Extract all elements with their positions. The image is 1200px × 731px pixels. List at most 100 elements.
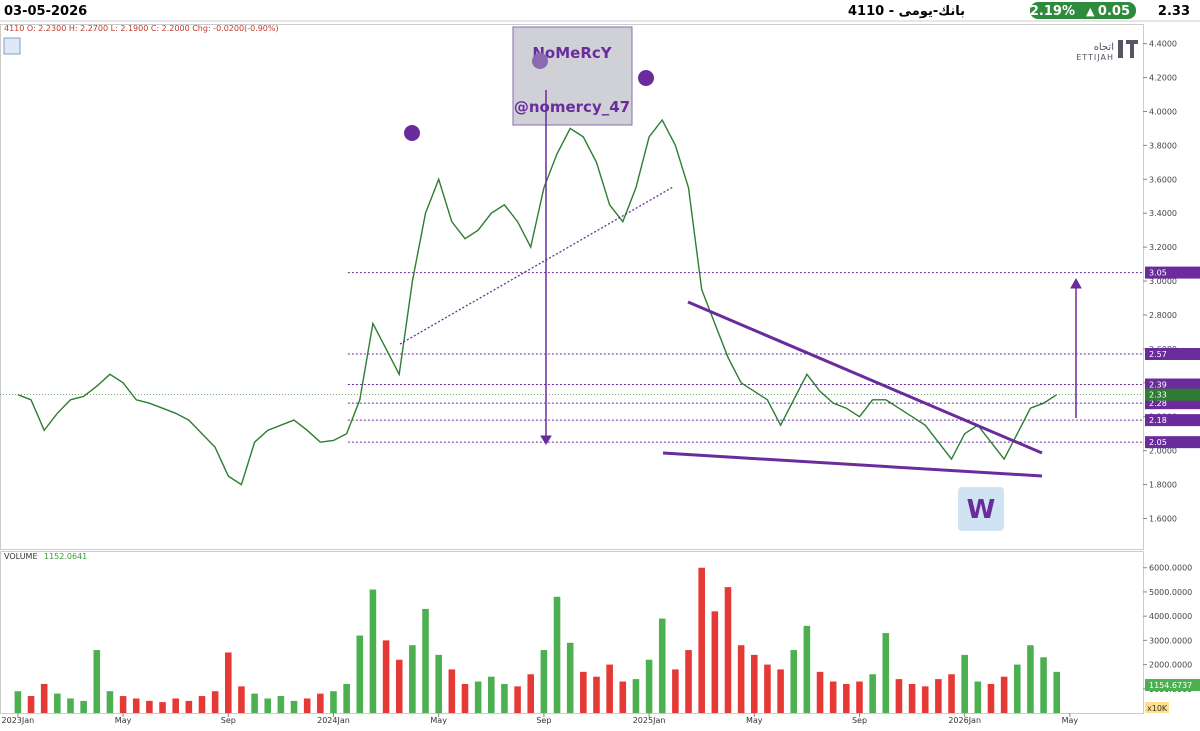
pattern-label: W [967, 495, 996, 525]
volume-bar [198, 696, 206, 713]
volume-bar [1040, 657, 1047, 713]
volume-bar [619, 681, 627, 713]
volume-bar [290, 700, 298, 713]
volume-bar [895, 679, 903, 713]
y-tick-label: 6000.0000 [1149, 564, 1192, 573]
volume-bar [172, 698, 179, 713]
volume-bar [921, 686, 929, 713]
watermark-name: NoMeRcY [532, 44, 612, 62]
price-line [17, 118, 1058, 486]
pattern-box [958, 487, 1004, 531]
up-arrow: ▲ [1086, 5, 1095, 18]
volume-bar [514, 686, 521, 713]
volume-bar [303, 698, 311, 713]
price-panel [0, 24, 1144, 550]
last-price-label: 2.33 [1149, 391, 1167, 400]
volume-bar [935, 679, 942, 713]
drawings [399, 53, 1082, 478]
volume-bar [27, 696, 35, 713]
unit-label: x10K [1147, 704, 1168, 713]
volume-tag [1145, 679, 1200, 692]
x-tick-label: Sep [852, 716, 867, 725]
volume-bar [251, 693, 258, 713]
volume-bar [764, 664, 771, 713]
x-tick-label: May [115, 716, 132, 725]
volume-bar [961, 654, 968, 713]
y-tick-label: 5000.0000 [1149, 588, 1192, 597]
volume-bar [409, 645, 416, 713]
last-price-tag [1145, 388, 1200, 401]
volume-bar [356, 635, 364, 713]
volume-last: 1152.0641 [44, 552, 87, 561]
volume-bar [685, 650, 692, 713]
y-tick-label: 3.6000 [1149, 175, 1177, 184]
volume-bar [238, 686, 245, 713]
volume-bar [803, 625, 811, 713]
volume-bar [698, 567, 705, 713]
y-tick-label: 4.0000 [1149, 107, 1177, 116]
level-label: 3.05 [1149, 269, 1167, 278]
y-tick-label: 4.2000 [1149, 74, 1177, 83]
volume-bar [593, 676, 600, 713]
symbol: بانك-يومى - 4110 [848, 4, 965, 19]
unit-tag [1145, 702, 1169, 713]
volume-bar [856, 681, 863, 713]
volume-bar [461, 683, 469, 713]
y-tick-label: 2.8000 [1149, 311, 1177, 320]
volume-bar [40, 683, 48, 713]
volume-bar [816, 671, 824, 713]
level-label: 2.18 [1149, 416, 1167, 425]
volume-bar [1027, 645, 1034, 713]
level-tag [1145, 266, 1200, 279]
volume-bar [487, 676, 495, 713]
volume-bar [106, 691, 114, 713]
volume-bar [448, 669, 456, 713]
volume-bar [343, 683, 350, 713]
volume-bar [987, 683, 995, 713]
y-tick-label: 1.8000 [1149, 481, 1177, 490]
wedge-top [687, 300, 1043, 455]
date: 03-05-2026 [4, 4, 87, 19]
y-tick-label: 1.6000 [1149, 514, 1177, 523]
x-tick-label: 2025Jan [633, 716, 666, 725]
x-tick-label: May [430, 716, 447, 725]
x-tick-label: Sep [536, 716, 551, 725]
volume-bar [882, 633, 890, 713]
watermark-box [512, 26, 633, 126]
y-tick-label: 4.4000 [1149, 40, 1177, 49]
volume-bar [330, 691, 337, 713]
volume-bar [80, 700, 87, 713]
volume-bar [474, 681, 482, 713]
y-tick-label: 3.2000 [1149, 243, 1177, 252]
change-pill [1030, 2, 1136, 19]
volume-bar [159, 702, 166, 713]
volume-bar [606, 664, 613, 713]
y-tick-label: 2000.0000 [1149, 661, 1192, 670]
level-tag [1145, 414, 1200, 427]
level-label: 2.39 [1149, 381, 1167, 390]
volume-bar [277, 696, 285, 713]
volume-axis-label: 1154.6737 [1149, 681, 1192, 690]
level-label: 2.28 [1149, 399, 1167, 408]
volume-bar [369, 589, 377, 713]
volume-bar [737, 645, 745, 713]
marker [638, 70, 654, 86]
y-tick-label: 3.0000 [1149, 277, 1177, 286]
volume-bar [645, 659, 653, 713]
logo-ar: اتجاه [1094, 42, 1114, 53]
volume-bar [540, 650, 548, 713]
level-tag [1145, 347, 1200, 360]
y-tick-label: 3000.0000 [1149, 636, 1192, 645]
volume-bar [908, 683, 916, 713]
level-label: 2.05 [1149, 438, 1167, 447]
volume-bar [553, 596, 561, 713]
level-tag [1145, 436, 1200, 449]
marker [404, 125, 420, 141]
trendline [399, 186, 674, 345]
volume-bar [395, 659, 403, 713]
tool-icon[interactable] [3, 37, 21, 55]
logo-en: ETTIJAH [1076, 53, 1114, 62]
volume-bar [54, 693, 61, 713]
volume-bar [422, 608, 429, 713]
level-label: 2.57 [1149, 350, 1167, 359]
